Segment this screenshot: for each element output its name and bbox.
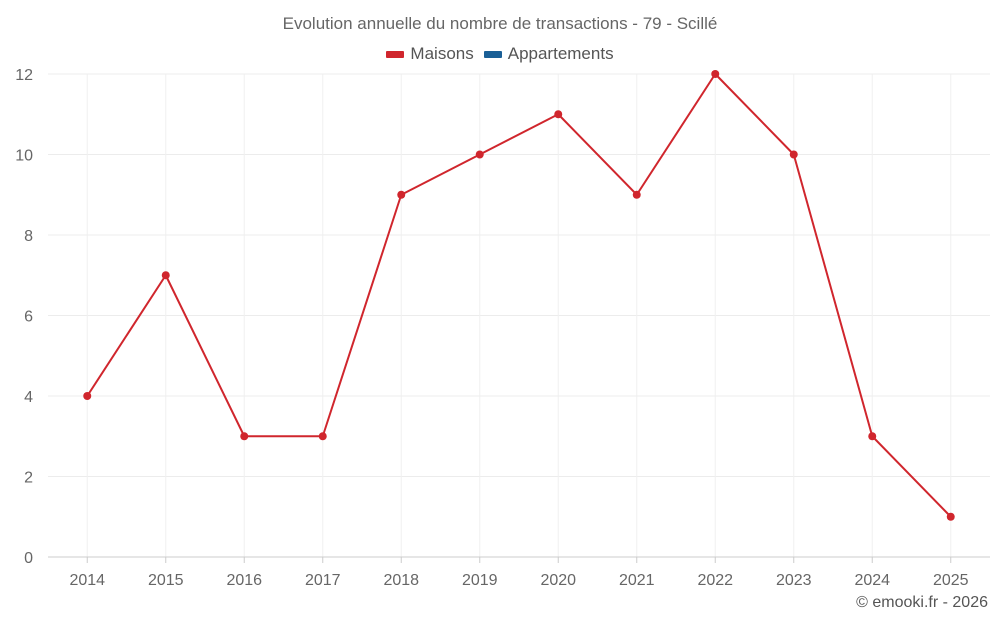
y-tick-label: 0 [24, 550, 33, 567]
tick-labels: 0 2 4 6 8 10 12 2014 2015 2016 2017 2018 2019 2020 202… [15, 67, 968, 589]
x-tick-label: 2018 [383, 572, 419, 589]
chart-title: Evolution annuelle du nombre de transact… [282, 14, 718, 33]
x-tick-label: 2015 [148, 572, 184, 589]
data-point[interactable] [240, 432, 249, 441]
y-tick-label: 8 [24, 228, 33, 245]
x-tick-label: 2014 [69, 572, 105, 589]
data-point[interactable] [161, 271, 170, 280]
x-tick-label: 2025 [933, 572, 969, 589]
legend-item-maisons[interactable]: Maisons [386, 44, 474, 64]
series-line-maisons [86, 73, 952, 518]
data-point[interactable] [711, 70, 720, 78]
x-tick-label: 2021 [619, 572, 655, 589]
legend-swatch-maisons [386, 50, 405, 58]
legend-item-appartements[interactable]: Appartements [483, 44, 614, 64]
grid-lines [48, 73, 990, 557]
x-tick-label: 2022 [697, 572, 733, 589]
legend-label-maisons: Maisons [410, 44, 474, 63]
data-point[interactable] [632, 190, 641, 199]
credit-text: © emooki.fr - 2026 [856, 594, 988, 611]
x-tick-label: 2017 [305, 572, 341, 589]
data-point[interactable] [318, 432, 327, 441]
data-point[interactable] [83, 392, 92, 400]
x-tick-label: 2024 [854, 572, 890, 589]
y-tick-label: 6 [24, 309, 33, 326]
data-point[interactable] [554, 110, 563, 119]
y-tick-label: 2 [24, 470, 33, 487]
data-point[interactable] [397, 190, 406, 199]
chart-legend: Maisons Appartements [0, 44, 1000, 64]
legend-swatch-appartements [483, 50, 502, 58]
x-tick-label: 2023 [776, 572, 812, 589]
legend-label-appartements: Appartements [507, 44, 614, 63]
x-tick-label: 2020 [540, 572, 576, 589]
axes [48, 556, 990, 563]
x-tick-label: 2019 [462, 572, 498, 589]
series-layer [83, 70, 955, 521]
x-tick-label: 2016 [226, 572, 262, 589]
data-point[interactable] [789, 150, 798, 159]
data-point[interactable] [868, 432, 877, 441]
data-point[interactable] [475, 150, 484, 159]
data-point[interactable] [946, 512, 955, 521]
y-tick-label: 4 [24, 389, 33, 406]
y-tick-label: 12 [15, 67, 33, 84]
y-tick-label: 10 [15, 148, 33, 165]
